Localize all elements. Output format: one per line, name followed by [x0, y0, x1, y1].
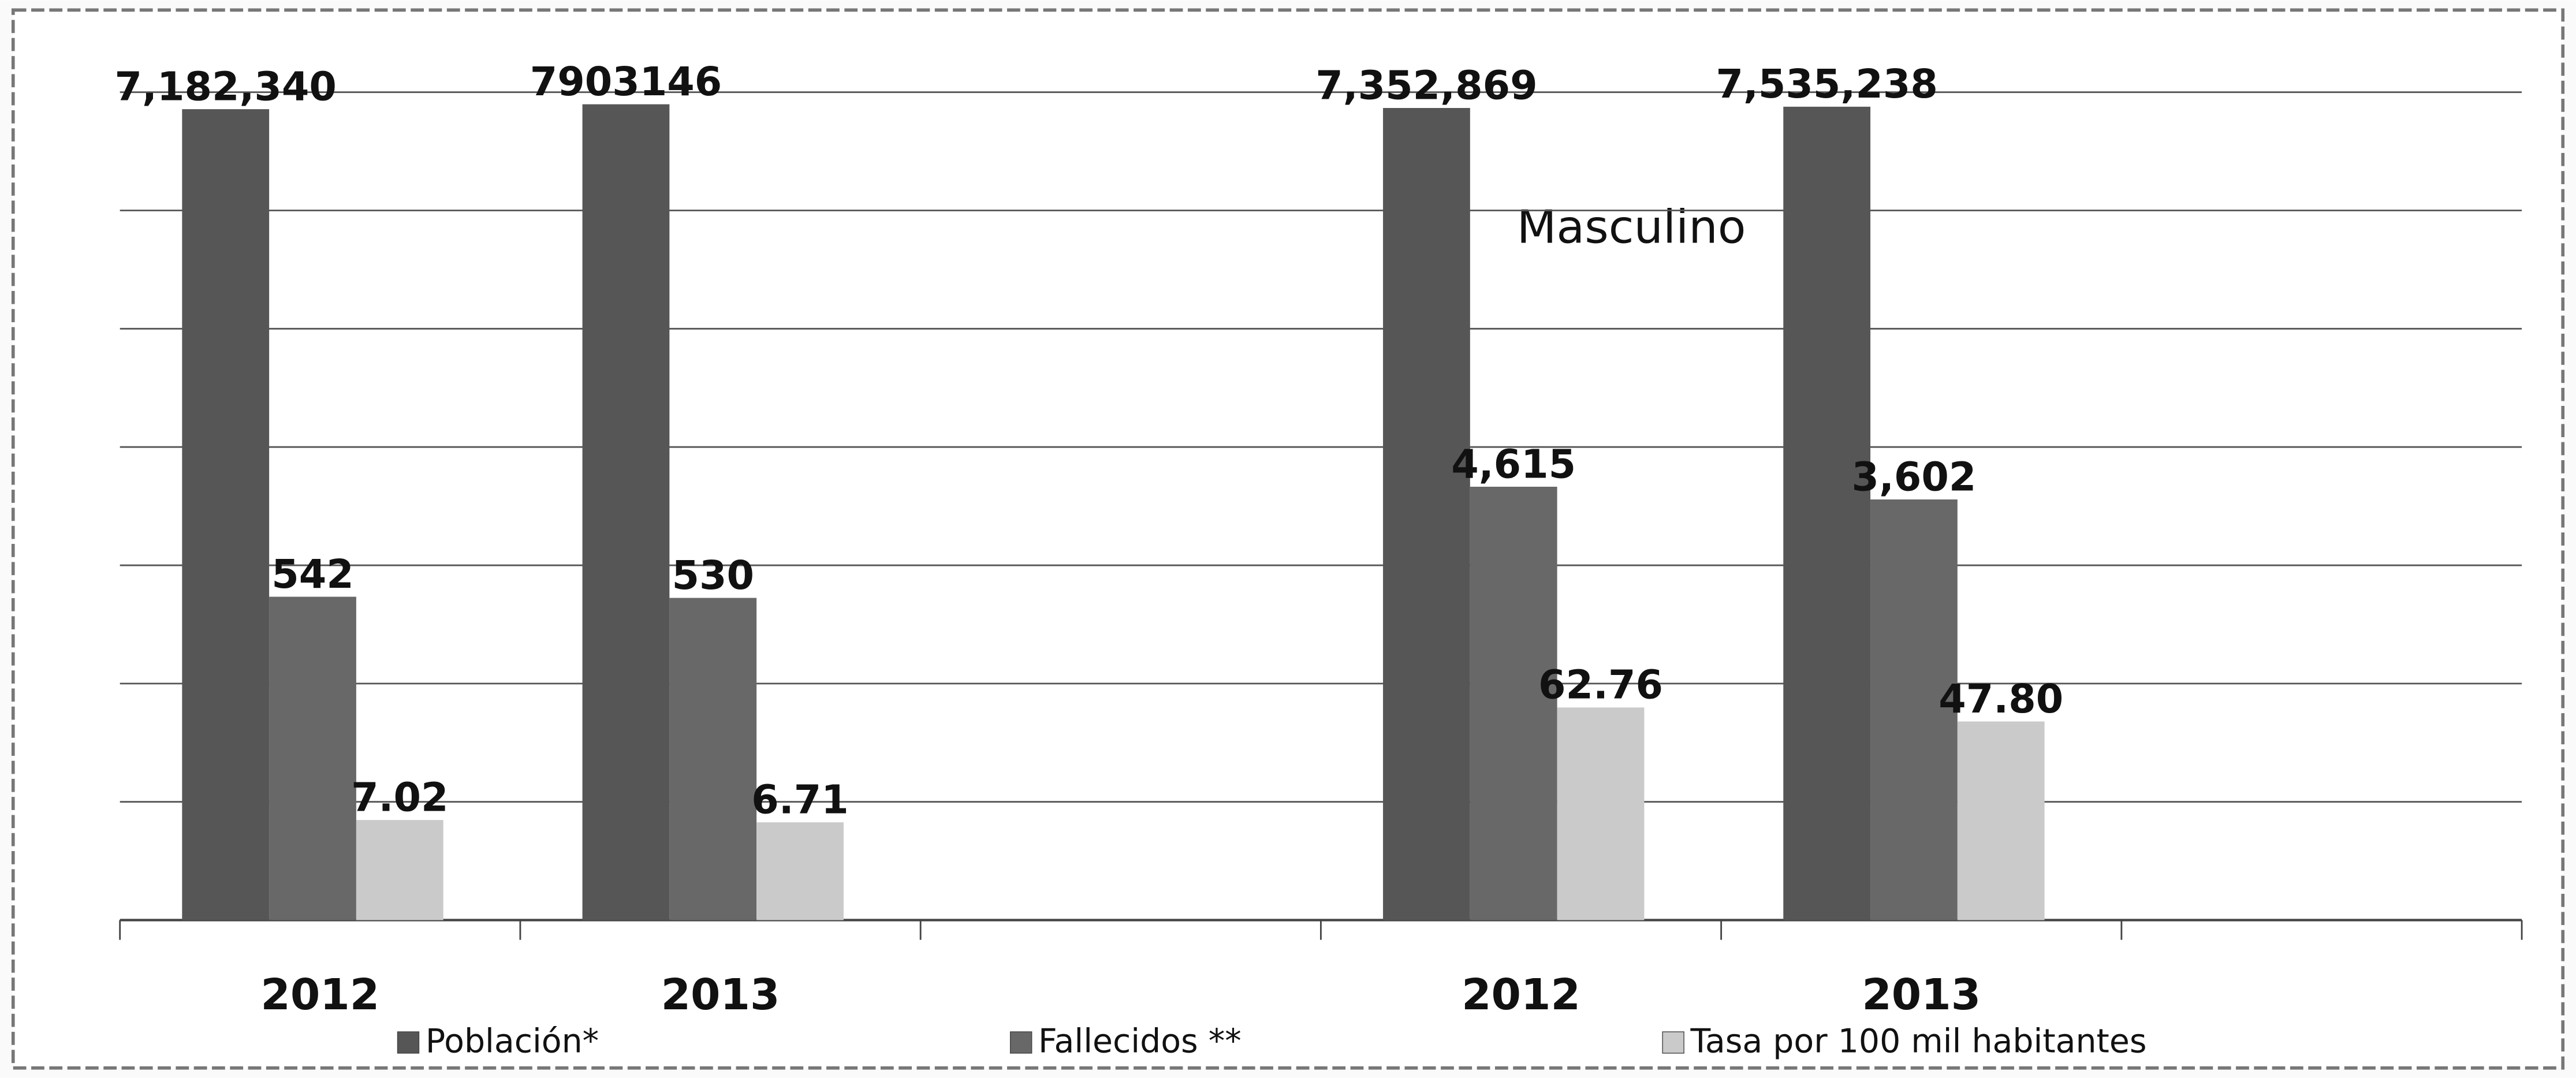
data-label: 530	[672, 553, 754, 599]
legend-label: Tasa por 100 mil habitantes	[1690, 1023, 2147, 1061]
x-tick-label: 2012	[1462, 970, 1580, 1020]
data-label: 6.71	[751, 778, 848, 823]
bar	[756, 822, 844, 920]
data-label: 7,182,340	[115, 65, 337, 110]
bar	[1470, 486, 1557, 920]
data-label: 542	[271, 552, 353, 598]
bar	[182, 109, 270, 920]
annotation: Masculino	[1517, 200, 1746, 254]
legend-label: Población*	[426, 1023, 599, 1061]
legend-swatch	[397, 1031, 420, 1054]
legend-swatch	[1662, 1031, 1684, 1054]
bar	[1557, 707, 1645, 920]
x-tick-label: 2013	[1862, 970, 1981, 1020]
data-label: 47.80	[1938, 677, 2063, 722]
data-label: 7,535,238	[1716, 62, 1937, 107]
bar	[1870, 499, 1958, 920]
x-tick-label: 2012	[260, 970, 379, 1020]
bar	[1957, 721, 2045, 920]
data-label: 7,352,869	[1315, 63, 1537, 109]
data-label: 7903146	[530, 59, 722, 105]
bar	[582, 104, 670, 920]
bar	[1383, 108, 1470, 920]
data-label: 7.02	[351, 775, 448, 821]
legend-label: Fallecidos **	[1038, 1023, 1242, 1061]
bar	[669, 598, 757, 920]
bar	[269, 596, 356, 920]
data-label: 3,602	[1851, 454, 1976, 500]
bar	[356, 820, 443, 920]
bar	[1783, 106, 1871, 920]
x-tick-label: 2013	[661, 970, 780, 1020]
data-label: 4,615	[1451, 442, 1576, 487]
legend-swatch	[1009, 1031, 1032, 1054]
data-label: 62.76	[1538, 663, 1663, 708]
